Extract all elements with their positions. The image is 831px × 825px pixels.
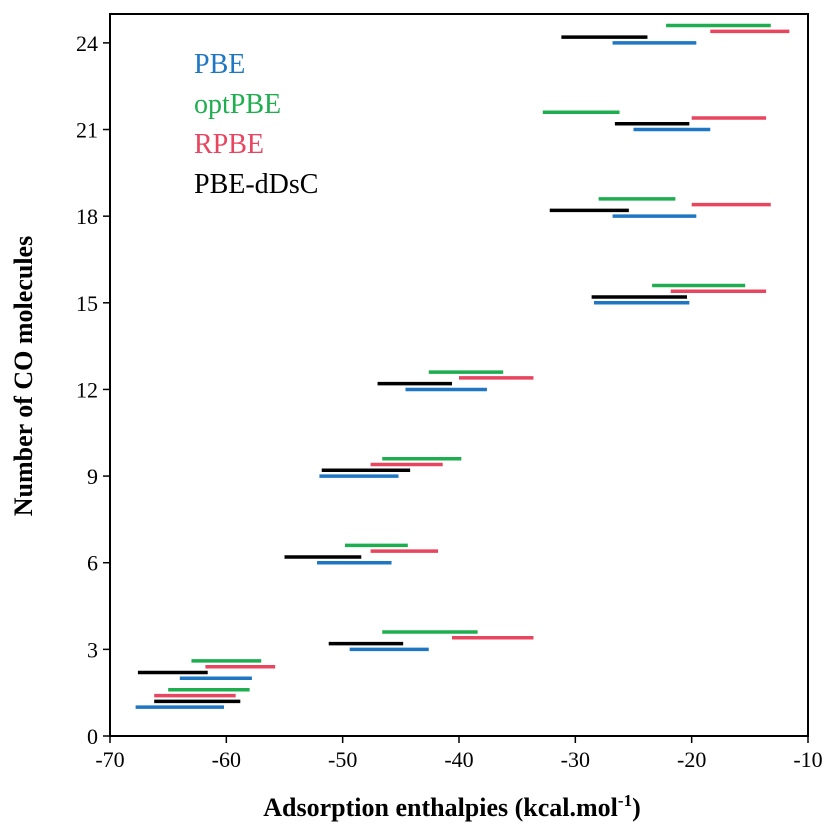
legend-entry-pbe-ddsc: PBE-dDsC: [194, 169, 318, 200]
y-tick-label: 24: [76, 31, 98, 56]
x-tick-label: -10: [793, 747, 822, 772]
y-tick-label: 12: [76, 377, 98, 402]
y-tick-label: 9: [87, 464, 98, 489]
legend-entry-rpbe: RPBE: [194, 129, 264, 160]
plot-area: [109, 13, 809, 737]
legend-entry-optpbe: optPBE: [194, 89, 281, 120]
legend-entry-pbe: PBE: [194, 49, 245, 80]
legend: PBE optPBE RPBE PBE-dDsC: [194, 49, 318, 200]
x-tick-label: -20: [677, 747, 706, 772]
y-tick-label: 15: [76, 291, 98, 316]
y-tick-label: 3: [87, 637, 98, 662]
y-tick-label: 6: [87, 551, 98, 576]
x-axis-title-end: ): [632, 793, 641, 822]
y-tick-label: 21: [76, 118, 98, 143]
range-bars: [135, 23, 790, 709]
x-tick-label: -60: [212, 747, 241, 772]
y-tick-label: 18: [76, 204, 98, 229]
x-tick-label: -70: [95, 747, 124, 772]
x-tick-label: -40: [444, 747, 473, 772]
x-axis-title: Adsorption enthalpies (kcal.mol-1): [263, 791, 641, 822]
x-tick-label: -30: [561, 747, 590, 772]
axes: -70 -60 -50 -40 -30 -20 -10 0 3 6 9 12 15 18 21 24: [76, 31, 823, 772]
plot-frame: [109, 13, 809, 737]
y-tick-label: 0: [87, 724, 98, 749]
y-axis-title: Number of CO molecules: [9, 236, 38, 516]
x-tick-label: -50: [328, 747, 357, 772]
x-axis-title-superscript: -1: [618, 791, 632, 810]
x-axis-title-main: Adsorption enthalpies (kcal.mol: [263, 793, 618, 822]
